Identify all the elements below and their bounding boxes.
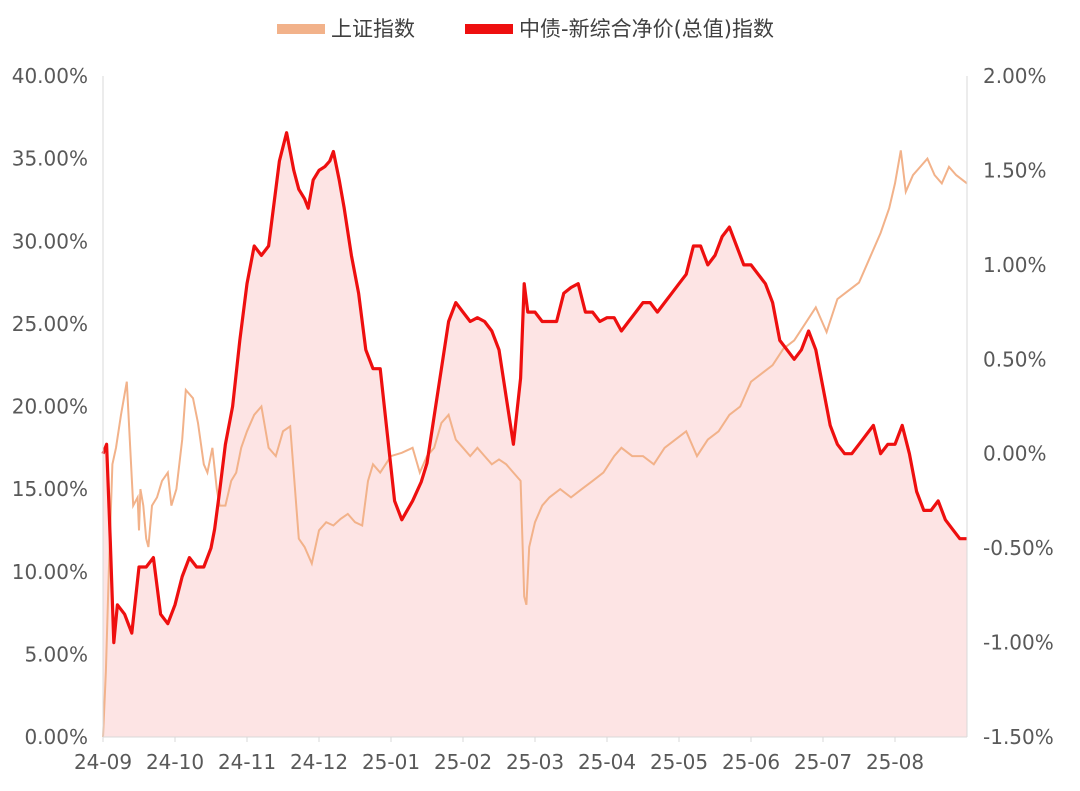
left-axis-ticks: 0.00% 5.00% 10.00% 15.00% 20.00% 25.00% 30.00%…: [12, 64, 88, 749]
legend-swatch-shanghai: [277, 24, 325, 34]
x-tick-label: 24-11: [218, 750, 276, 774]
left-tick-label: 15.00%: [12, 477, 88, 501]
left-tick-label: 0.00%: [24, 725, 88, 749]
left-tick-label: 40.00%: [12, 64, 88, 88]
x-tick-label: 25-03: [506, 750, 564, 774]
x-tick-label: 25-07: [794, 750, 852, 774]
left-tick-label: 10.00%: [12, 560, 88, 584]
right-tick-label: 1.50%: [983, 158, 1047, 182]
left-tick-label: 25.00%: [12, 312, 88, 336]
right-tick-label: 1.00%: [983, 253, 1047, 277]
x-tick-label: 25-06: [722, 750, 780, 774]
right-tick-label: 2.00%: [983, 64, 1047, 88]
x-tick-label: 25-04: [578, 750, 636, 774]
x-tick-label: 25-02: [434, 750, 492, 774]
right-tick-label: 0.50%: [983, 347, 1047, 371]
bond-index-line: [101, 131, 967, 645]
right-axis-ticks: -1.50% -1.00% -0.50% 0.00% 0.50% 1.00% 1.50% 2.…: [983, 64, 1054, 749]
left-tick-label: 5.00%: [24, 642, 88, 666]
legend-label-shanghai: 上证指数: [331, 17, 415, 41]
left-tick-label: 20.00%: [12, 395, 88, 419]
shanghai-index-line: [102, 150, 968, 738]
right-tick-label: -1.00%: [983, 631, 1054, 655]
x-tick-label: 25-05: [650, 750, 708, 774]
bond-series-area: [103, 132, 967, 737]
legend-swatch-bond: [465, 24, 513, 34]
legend-label-bond: 中债-新综合净价(总值)指数: [519, 17, 774, 41]
x-tick-label: 25-01: [362, 750, 420, 774]
x-tick-label: 24-09: [74, 750, 132, 774]
x-tick-label: 24-10: [146, 750, 204, 774]
right-tick-label: -1.50%: [983, 725, 1054, 749]
legend: 上证指数 中债-新综合净价(总值)指数: [277, 17, 774, 41]
right-tick-label: 0.00%: [983, 442, 1047, 466]
x-tick-label: 24-12: [290, 750, 348, 774]
left-tick-label: 35.00%: [12, 147, 88, 171]
x-axis-ticks: 24-09 24-10 24-11 24-12 25-01 25-02 25-03 25-04…: [74, 737, 924, 774]
left-tick-label: 30.00%: [12, 229, 88, 253]
right-tick-label: -0.50%: [983, 536, 1054, 560]
x-tick-label: 25-08: [866, 750, 924, 774]
plot-area: [101, 131, 968, 738]
